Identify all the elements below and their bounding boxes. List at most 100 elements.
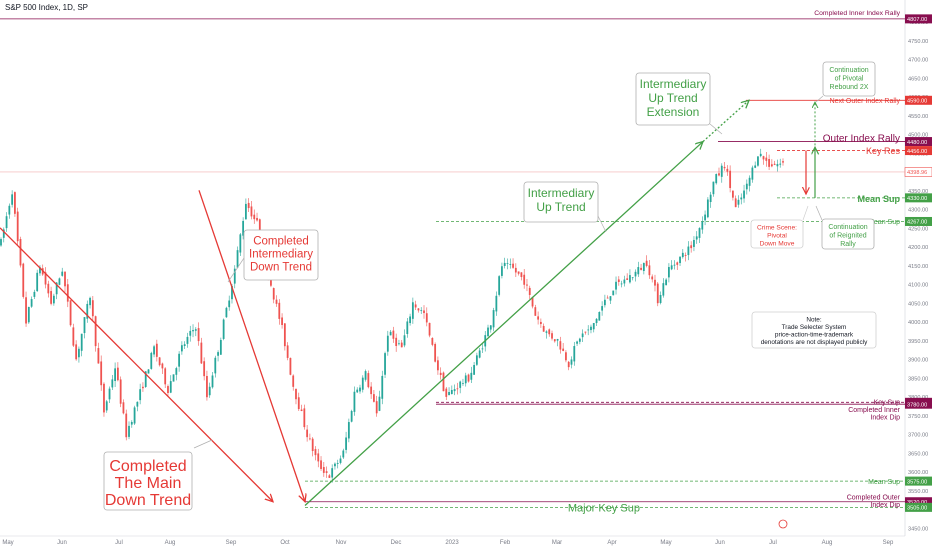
candle-body — [55, 282, 58, 295]
candle-body — [164, 368, 167, 385]
candle-body — [520, 272, 523, 278]
candle-body — [116, 367, 119, 381]
candle-body — [225, 307, 228, 318]
candle-body — [578, 338, 581, 342]
y-tick-label: 3850.00 — [908, 376, 928, 382]
candle-body — [300, 409, 303, 412]
candle-body — [517, 271, 520, 274]
candle-body — [506, 262, 509, 264]
candle-body — [514, 267, 517, 273]
candle-body — [634, 271, 637, 277]
candle-body — [100, 361, 103, 386]
crime-scene-box: Crime Scene: Pivotal Down Move — [750, 219, 804, 249]
completed-main-box-text: Completed The Main Down Trend — [105, 458, 191, 509]
candle-body — [701, 221, 704, 230]
candle-body — [353, 391, 356, 412]
y-tick-label: 4200.00 — [908, 245, 928, 251]
y-tick-label: 4550.00 — [908, 114, 928, 120]
y-tick-label: 3600.00 — [908, 470, 928, 476]
level-label: Major Key Sup — [568, 502, 640, 514]
candle-body — [414, 304, 417, 308]
candle-body — [723, 166, 726, 169]
candle-body — [8, 205, 11, 215]
candle-body — [345, 437, 347, 450]
candle-body — [740, 197, 743, 200]
level-label: Mean Sup — [868, 219, 900, 226]
candle-body — [542, 325, 545, 332]
leader — [815, 95, 824, 103]
candle-body — [734, 198, 737, 208]
continuation-reignited-box: Continuation of Reignited Rally — [821, 218, 875, 250]
note-box-frame — [751, 311, 877, 349]
candle-body — [679, 256, 681, 264]
candle-body — [651, 276, 654, 280]
x-tick-label: 2023 — [445, 540, 459, 546]
candle-body — [754, 165, 757, 168]
candle-body — [439, 372, 442, 375]
candle-body — [400, 342, 403, 348]
level-tag-label: 4480.00 — [907, 140, 927, 146]
candle-body — [47, 283, 50, 294]
candle-body — [656, 283, 659, 304]
candle-body — [89, 297, 91, 306]
candle-body — [592, 322, 595, 330]
candle-body — [770, 164, 773, 167]
candle-body — [52, 295, 55, 304]
candle-body — [595, 318, 598, 324]
candle-body — [91, 300, 94, 317]
candle-body — [373, 394, 375, 402]
candle-body — [587, 329, 590, 331]
continuation-pivotal-box: Continuation of Pivotal Rebound 2X — [822, 61, 876, 97]
candle-body — [475, 355, 478, 365]
candle-body — [331, 468, 334, 478]
candle-body — [681, 252, 684, 258]
candle-body — [153, 346, 155, 355]
x-tick-label: Apr — [607, 540, 616, 546]
candle-body — [398, 343, 400, 345]
candle-body — [487, 327, 489, 337]
y-tick-label: 4100.00 — [908, 283, 928, 289]
x-tick-label: Jul — [115, 540, 123, 546]
candle-body — [706, 199, 709, 218]
candle-body — [119, 379, 122, 404]
y-tick-label: 3900.00 — [908, 358, 928, 364]
candle-body — [759, 153, 762, 157]
candle-body — [66, 284, 69, 302]
candle-body — [601, 306, 604, 311]
note-box-text: Note: Trade Selecter System price-action-t… — [761, 316, 868, 346]
candle-body — [501, 266, 503, 276]
candle-body — [169, 381, 172, 393]
candle-body — [244, 203, 247, 220]
candle-body — [570, 359, 573, 365]
candle-body — [228, 300, 231, 308]
leader — [193, 439, 213, 449]
y-tick-label: 4700.00 — [908, 58, 928, 64]
x-tick-label: Sep — [226, 540, 237, 546]
candle-body — [128, 425, 130, 437]
candle-body — [737, 199, 740, 205]
candle-body — [473, 364, 475, 375]
candle-body — [147, 369, 150, 374]
candle-body — [303, 408, 306, 428]
candle-body — [375, 401, 378, 414]
level-tag-label: 4330.00 — [907, 196, 927, 202]
level-label: Completed Outer Index Dip — [847, 495, 901, 510]
candle-body — [462, 383, 464, 384]
candle-body — [275, 299, 278, 304]
candle-body — [425, 313, 428, 323]
candle-body — [139, 389, 142, 401]
candle-body — [453, 389, 456, 392]
candle-body — [612, 290, 615, 296]
candle-body — [111, 379, 114, 388]
leader — [709, 123, 723, 135]
candle-body — [773, 163, 776, 165]
candle-body — [133, 407, 136, 424]
candle-body — [150, 352, 153, 369]
level-label: Completed Inner Index Dip — [848, 407, 900, 422]
level-label: Key Sup — [874, 399, 901, 406]
crime-scene-box-text: Crime Scene: Pivotal Down Move — [757, 225, 797, 248]
candle-body — [428, 322, 431, 336]
candle-body — [142, 386, 144, 389]
candle-body — [629, 275, 631, 283]
candle-body — [403, 335, 406, 346]
